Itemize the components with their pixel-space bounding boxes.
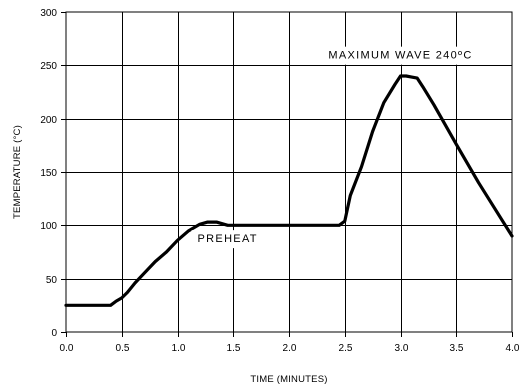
y-tick-label: 300 — [40, 8, 57, 19]
annotation: MAXIMUM WAVE 240ºC — [322, 46, 479, 65]
y-tick-label: 200 — [40, 115, 57, 126]
axis-ticks: 0.0 0.5 1.0 1.5 2.0 2.5 3.0 3.5 4.0 0 50 100 150 200 2… — [40, 8, 520, 354]
x-tick-label: 1.5 — [227, 343, 241, 354]
y-tick-label: 100 — [40, 221, 57, 232]
preheat-annotation: PREHEAT — [198, 233, 258, 245]
x-tick-label: 3.0 — [395, 343, 409, 354]
x-tick-label: 4.0 — [506, 343, 520, 354]
max-wave-annotation: MAXIMUM WAVE 240ºC — [328, 50, 472, 62]
annotation-background — [322, 46, 479, 65]
y-tick-label: 150 — [40, 168, 57, 179]
x-tick-label: 0.0 — [60, 343, 74, 354]
y-axis-label: TEMPERATURE (°C) — [12, 125, 23, 219]
annotation: PREHEAT — [191, 230, 264, 249]
annotation-background — [191, 230, 264, 249]
y-tick-label: 250 — [40, 61, 57, 72]
x-tick-label: 1.0 — [172, 343, 186, 354]
y-tick-label: 50 — [46, 275, 58, 286]
temperature-series-line — [64, 74, 514, 307]
y-tick-label: 0 — [51, 328, 57, 339]
series-layer — [64, 74, 514, 307]
x-tick-label: 2.0 — [283, 343, 297, 354]
x-tick-label: 2.5 — [339, 343, 353, 354]
x-tick-label: 0.5 — [116, 343, 130, 354]
annotations: MAXIMUM WAVE 240ºC PREHEAT — [191, 46, 479, 249]
x-axis-label: TIME (MINUTES) — [250, 374, 327, 385]
x-tick-label: 3.5 — [450, 343, 464, 354]
